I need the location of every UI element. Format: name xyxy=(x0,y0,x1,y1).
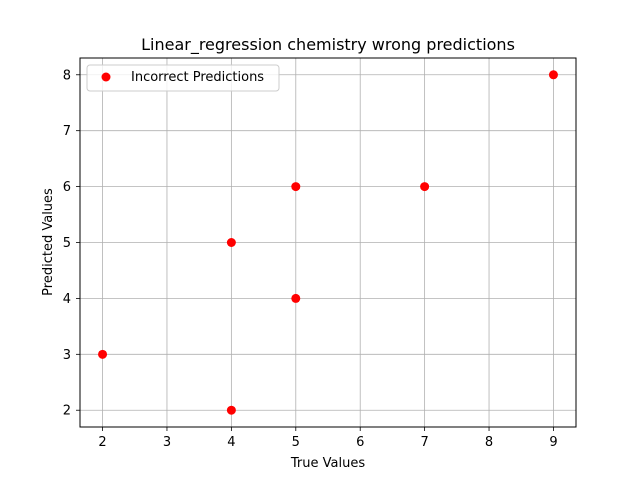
data-points xyxy=(98,70,558,415)
legend-box xyxy=(86,64,280,92)
x-axis-label: True Values xyxy=(290,456,365,471)
x-tick-label: 6 xyxy=(356,435,364,450)
y-tick-label: 2 xyxy=(63,404,71,419)
y-axis-label: Predicted Values xyxy=(41,188,56,296)
data-point xyxy=(291,182,301,192)
data-point xyxy=(226,238,236,247)
x-tick-label: 2 xyxy=(98,435,106,450)
data-point xyxy=(98,349,108,359)
legend: Incorrect Predictions xyxy=(86,64,280,92)
x-tick-label: 5 xyxy=(292,435,300,450)
x-tick-label: 4 xyxy=(227,435,235,450)
y-tick-label: 8 xyxy=(63,68,71,83)
y-tick-label: 7 xyxy=(63,124,71,139)
data-point xyxy=(420,182,430,192)
chart-title: Linear_regression chemistry wrong predic… xyxy=(141,35,515,55)
data-point xyxy=(291,293,301,303)
legend-label: Incorrect Predictions xyxy=(131,70,264,85)
x-tick-label: 9 xyxy=(549,435,557,450)
data-point xyxy=(548,70,558,80)
x-tick-label: 3 xyxy=(163,435,171,450)
data-point xyxy=(226,405,236,415)
y-tick-label: 5 xyxy=(63,236,71,251)
x-axis-ticks: 2 3 4 5 6 7 8 9 xyxy=(98,427,558,450)
x-tick-label: 7 xyxy=(420,435,428,450)
y-tick-label: 6 xyxy=(63,180,71,195)
y-axis-ticks: 2 3 4 5 6 7 8 xyxy=(63,68,80,419)
y-tick-label: 4 xyxy=(63,292,71,307)
y-tick-label: 3 xyxy=(63,348,71,363)
legend-marker xyxy=(101,72,111,82)
x-tick-label: 8 xyxy=(485,435,493,450)
